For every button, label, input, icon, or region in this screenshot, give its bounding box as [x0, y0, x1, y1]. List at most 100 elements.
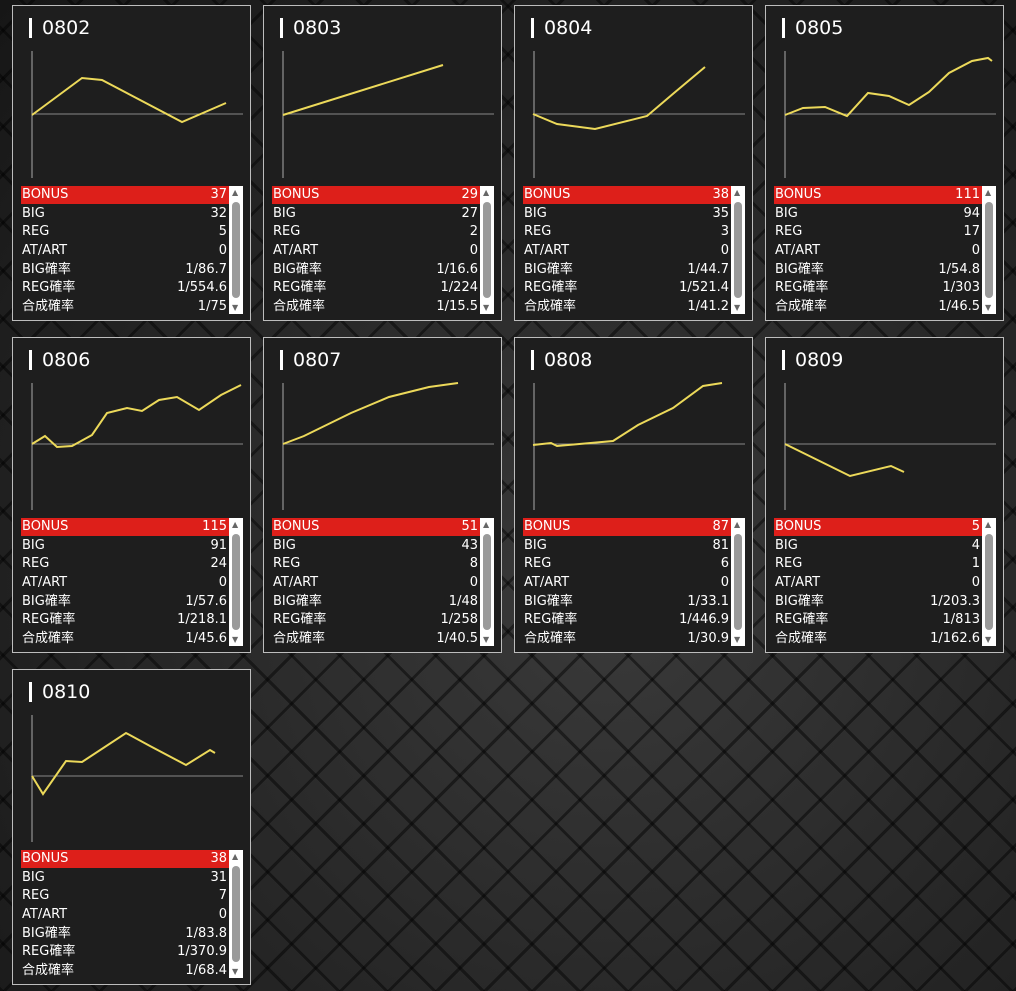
- stat-label: REG確率: [22, 612, 76, 628]
- slump-graph: [784, 51, 996, 178]
- stat-row: REG 24: [21, 555, 229, 573]
- scroll-up: ▲: [232, 520, 239, 529]
- stat-row: AT/ART 0: [21, 242, 229, 260]
- scrollbar[interactable]: ▲ ▼: [480, 518, 494, 646]
- slump-line: [784, 56, 993, 118]
- stat-value: 0: [971, 243, 980, 258]
- stat-row: BONUS 111: [774, 186, 982, 204]
- slump-line: [31, 731, 216, 796]
- machine-panel: 0805 BONUS 111 BIG 94 REG 17 AT/ART 0 BIG確率 1/54.8…: [765, 5, 1004, 321]
- machine-number: 0807: [280, 350, 341, 370]
- stat-label: REG確率: [775, 612, 829, 628]
- stat-row: AT/ART 0: [272, 574, 480, 592]
- stat-value: 1: [971, 556, 980, 572]
- machine-panel: 0810 BONUS 38 BIG 31 REG 7 AT/ART 0 BIG確率 1/83.8 RE…: [12, 669, 251, 985]
- machine-number: 0802: [29, 18, 90, 38]
- machine-panel: 0802 BONUS 37 BIG 32 REG 5 AT/ART 0 BIG確率 1/86.7 RE…: [12, 5, 251, 321]
- scrollbar[interactable]: ▲ ▼: [731, 518, 745, 646]
- stat-value: 0: [218, 575, 227, 590]
- slump-graph: [31, 715, 243, 842]
- stat-value: 7: [218, 888, 227, 904]
- stat-label: AT/ART: [22, 575, 68, 590]
- scroll-down: ▼: [734, 303, 741, 312]
- stat-value: 1/75: [197, 299, 227, 315]
- stat-row: REG確率 1/303: [774, 279, 982, 297]
- scrollbar[interactable]: ▲ ▼: [982, 518, 996, 646]
- scroll-down: ▼: [232, 967, 239, 976]
- stat-label: AT/ART: [775, 575, 821, 590]
- stat-value: 17: [963, 224, 980, 240]
- stat-value: 38: [210, 851, 227, 866]
- scrollbar[interactable]: ▲ ▼: [229, 518, 243, 646]
- machine-panel: 0803 BONUS 29 BIG 27 REG 2 AT/ART 0 BIG確率 1/16.6 RE…: [263, 5, 502, 321]
- stat-label: BIG: [775, 537, 798, 553]
- scroll-up: ▲: [232, 188, 239, 197]
- stat-row: REG 5: [21, 223, 229, 241]
- stat-label: REG: [775, 556, 803, 572]
- stat-row: REG確率 1/813: [774, 611, 982, 629]
- scrollbar[interactable]: ▲ ▼: [229, 850, 243, 978]
- stat-label: BONUS: [524, 519, 571, 534]
- stat-label: REG確率: [524, 280, 578, 296]
- stat-label: REG: [273, 224, 301, 240]
- stat-value: 1/83.8: [185, 925, 227, 941]
- stat-label: 合成確率: [273, 299, 326, 315]
- stat-row: BIG確率 1/48: [272, 593, 480, 611]
- machine-panel: 0806 BONUS 115 BIG 91 REG 24 AT/ART 0 BIG確率 1/57.6…: [12, 337, 251, 653]
- scrollbar[interactable]: ▲ ▼: [982, 186, 996, 314]
- stat-label: BIG: [22, 205, 45, 221]
- stat-row: BIG 81: [523, 537, 731, 555]
- stat-value: 38: [712, 187, 729, 202]
- stat-row: REG確率 1/521.4: [523, 279, 731, 297]
- slump-graph: [282, 382, 494, 510]
- stat-value: 2: [469, 224, 478, 240]
- stat-value: 1/258: [440, 612, 478, 628]
- stat-label: AT/ART: [22, 907, 68, 922]
- stat-row: AT/ART 0: [523, 574, 731, 592]
- scroll-down: ▼: [232, 635, 239, 644]
- slump-graph: [31, 383, 243, 510]
- stat-label: BIG確率: [775, 593, 824, 609]
- stat-value: 1/446.9: [679, 612, 729, 628]
- stat-row: AT/ART 0: [21, 906, 229, 924]
- scrollbar[interactable]: ▲ ▼: [731, 186, 745, 314]
- stat-label: BIG: [775, 205, 798, 221]
- machine-panel: 0807 BONUS 51 BIG 43 REG 8 AT/ART 0 BIG確率 1/48 REG確…: [263, 337, 502, 653]
- stat-row: REG確率 1/370.9: [21, 943, 229, 961]
- stat-value: 1/44.7: [687, 261, 729, 277]
- stat-row: 合成確率 1/15.5: [272, 298, 480, 316]
- stat-value: 1/33.1: [687, 593, 729, 609]
- slump-graph: [31, 51, 243, 178]
- stat-row: BIG確率 1/16.6: [272, 261, 480, 279]
- scrollbar[interactable]: ▲ ▼: [480, 186, 494, 314]
- scroll-up: ▲: [483, 188, 490, 197]
- stat-label: REG確率: [524, 612, 578, 628]
- stat-label: AT/ART: [775, 243, 821, 258]
- stat-value: 51: [461, 519, 478, 534]
- scrollbar[interactable]: ▲ ▼: [229, 186, 243, 314]
- stat-row: BONUS 38: [523, 186, 731, 204]
- stat-label: BONUS: [273, 519, 320, 534]
- stat-value: 0: [720, 575, 729, 590]
- machine-number: 0810: [29, 682, 90, 702]
- stat-label: 合成確率: [273, 631, 326, 647]
- stat-label: BIG確率: [524, 593, 573, 609]
- stat-label: AT/ART: [22, 243, 68, 258]
- stat-value: 0: [720, 243, 729, 258]
- scroll-up: ▲: [483, 520, 490, 529]
- stat-label: BIG: [22, 869, 45, 885]
- stat-value: 1/521.4: [679, 280, 729, 296]
- scroll-down: ▼: [734, 635, 741, 644]
- stat-row: BIG 94: [774, 205, 982, 223]
- machine-panel: 0804 BONUS 38 BIG 35 REG 3 AT/ART 0 BIG確率 1/44.7 RE…: [514, 5, 753, 321]
- stat-value: 1/41.2: [687, 299, 729, 315]
- stat-value: 5: [218, 224, 227, 240]
- stat-label: REG: [524, 556, 552, 572]
- stat-row: BIG 43: [272, 537, 480, 555]
- stat-label: 合成確率: [524, 299, 577, 315]
- stat-value: 1/370.9: [177, 944, 227, 960]
- stat-row: REG確率 1/258: [272, 611, 480, 629]
- stat-label: REG: [273, 556, 301, 572]
- stat-row: BIG確率 1/57.6: [21, 593, 229, 611]
- stat-row: BIG 35: [523, 205, 731, 223]
